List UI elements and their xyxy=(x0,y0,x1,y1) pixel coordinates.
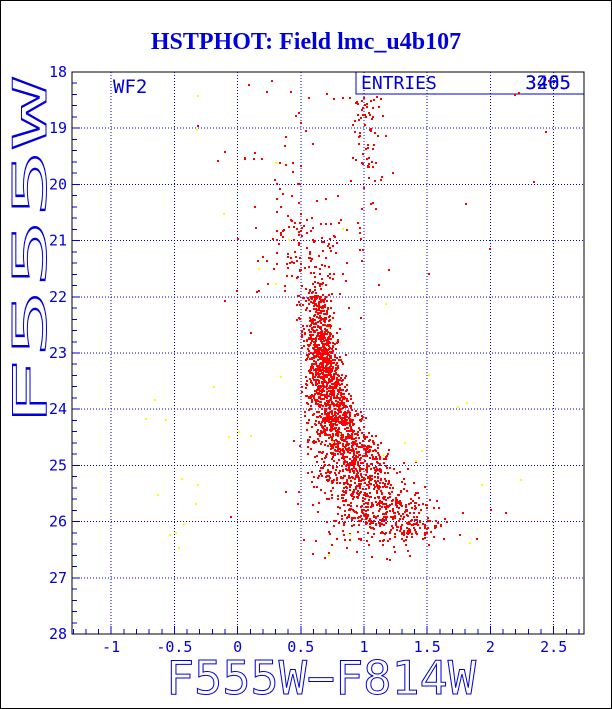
page-title: HSTPHOT: Field lmc_u4b107 xyxy=(151,29,461,55)
entries-value-1: 3205 xyxy=(525,72,571,94)
x-tick-label: 2.5 xyxy=(540,638,567,656)
x-tick-label: 0.5 xyxy=(287,638,314,656)
scatter-points xyxy=(145,80,550,561)
x-tick-label: -0.5 xyxy=(156,638,192,656)
entries-box-group: ENTRIES 3205 3465 xyxy=(355,71,585,95)
y-tick-labels: 18 19 20 21 22 23 24 25 26 27 28 xyxy=(49,63,67,643)
y-tick-label: 27 xyxy=(49,569,67,587)
y-tick-label: 19 xyxy=(49,119,67,137)
y-tick-label: 22 xyxy=(49,288,67,306)
x-tick-label: 1.5 xyxy=(414,638,441,656)
scatter-detections-red xyxy=(197,80,550,561)
entries-value-2: 3465 xyxy=(525,72,571,94)
y-tick-label: 28 xyxy=(49,625,67,643)
y-tick-label: 23 xyxy=(49,344,67,362)
entries-label: ENTRIES xyxy=(361,73,437,94)
x-axis-label: F555W−F814W xyxy=(166,651,476,705)
plot-frame xyxy=(71,71,585,635)
y-tick-label: 25 xyxy=(49,456,67,474)
x-tick-label: 0 xyxy=(233,638,242,656)
y-tick-label: 24 xyxy=(49,400,67,418)
y-tick-label: 18 xyxy=(49,63,67,81)
x-tick-label: -1 xyxy=(102,638,120,656)
x-tick-labels: -1 -0.5 0 0.5 1 1.5 2 2.5 xyxy=(102,638,567,656)
y-tick-label: 21 xyxy=(49,232,67,250)
y-axis-label: F555W xyxy=(3,77,57,428)
y-tick-label: 20 xyxy=(49,175,67,193)
y-tick-label: 26 xyxy=(49,513,67,531)
chip-label: WF2 xyxy=(113,76,147,98)
x-tick-label: 2 xyxy=(486,638,495,656)
x-tick-label: 1 xyxy=(359,638,368,656)
